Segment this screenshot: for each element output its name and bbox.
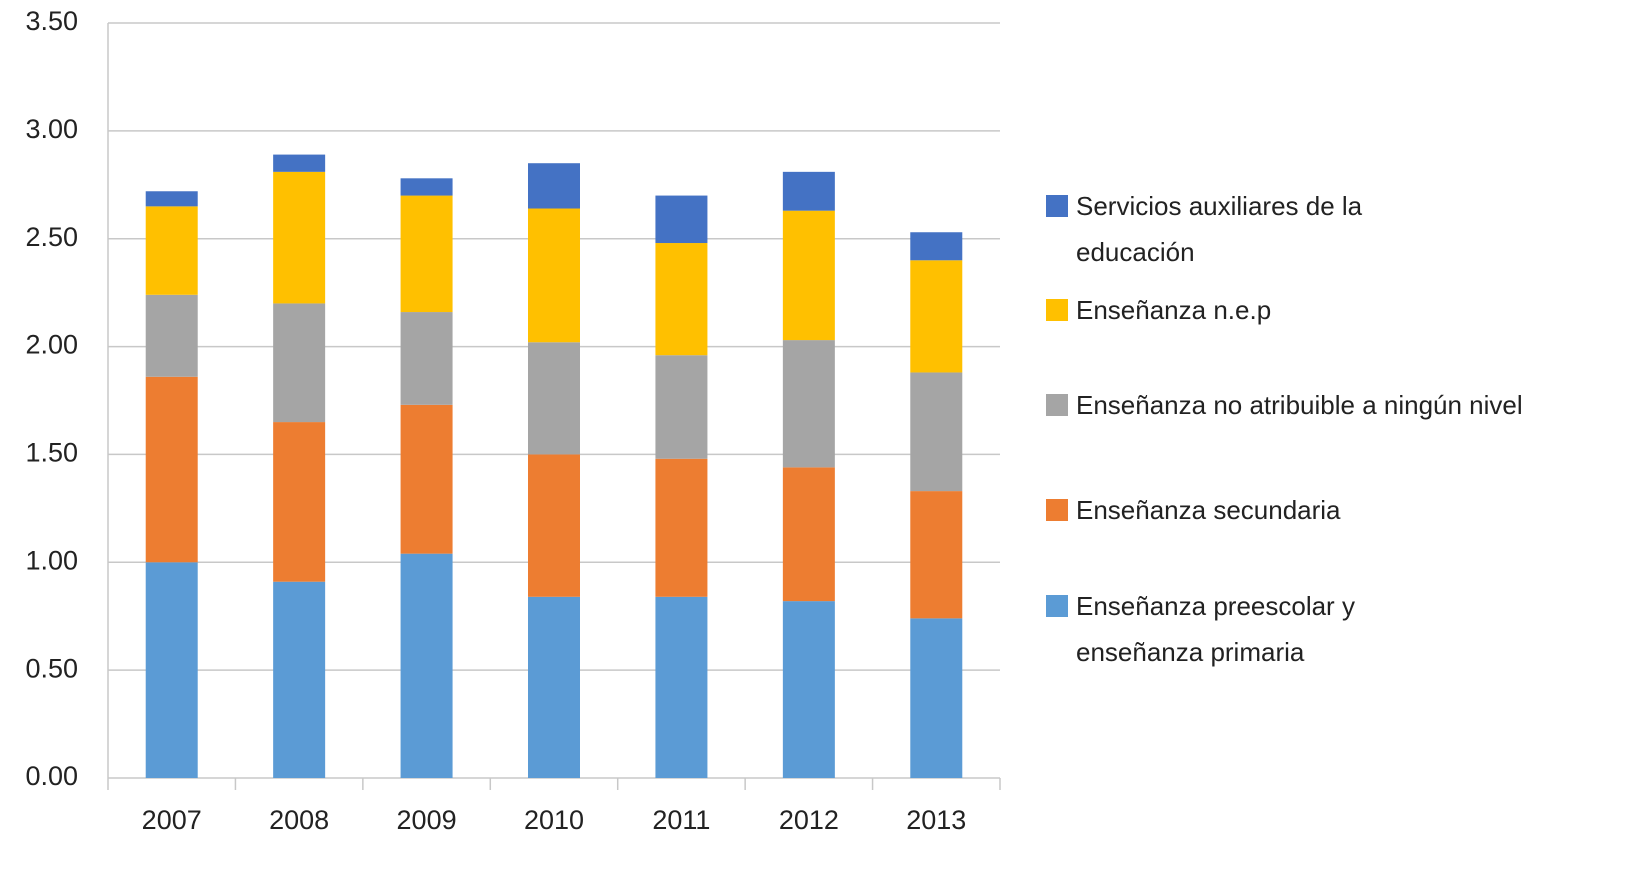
bar-segment [528, 342, 580, 455]
bar-segment [400, 195, 453, 313]
bar-segment [782, 467, 835, 602]
legend-label: Enseñanza secundaria [1076, 495, 1341, 525]
bar-segment [782, 210, 835, 341]
y-tick-label: 2.50 [25, 222, 78, 252]
legend-item: Enseñanza n.e.p [1046, 287, 1446, 333]
bar-segment [528, 596, 580, 778]
bar-segment [910, 232, 963, 261]
legend-item: Enseñanza no atribuible a ningún nivel [1046, 382, 1546, 428]
x-tick-label: 2011 [652, 805, 710, 835]
bar-segment [655, 243, 708, 356]
bar-segment [273, 154, 326, 172]
bar-segment [145, 191, 198, 207]
legend-item: Enseñanza secundaria [1046, 487, 1446, 533]
y-tick-label: 0.50 [25, 653, 78, 683]
bar-segment [782, 340, 835, 468]
bar-segment [273, 303, 326, 423]
bar-segment [528, 454, 580, 597]
y-tick-label: 3.00 [25, 114, 78, 144]
y-tick-label: 1.00 [25, 545, 78, 575]
bar-segment [145, 294, 198, 377]
bar-segment [273, 581, 326, 778]
x-tick-label: 2008 [269, 805, 329, 835]
legend-swatch [1046, 499, 1068, 521]
legend-item: Servicios auxiliares de la educación [1046, 183, 1446, 275]
legend-label: Enseñanza preescolar y enseñanza primari… [1076, 591, 1355, 667]
x-tick-label: 2013 [906, 805, 966, 835]
x-tick-label: 2009 [397, 805, 457, 835]
bar-segment [655, 195, 708, 244]
bar-segment [145, 376, 198, 563]
bar-segment [910, 491, 963, 619]
bar-segment [528, 208, 580, 343]
bar-segment [655, 458, 708, 597]
bar-segment [910, 618, 963, 778]
bar-segment [400, 553, 453, 778]
bar-segment [655, 355, 708, 459]
bar-segment [400, 404, 453, 554]
legend-swatch [1046, 299, 1068, 321]
y-tick-label: 0.00 [25, 761, 78, 791]
bar-segment [782, 171, 835, 211]
legend-item: Enseñanza preescolar y enseñanza primari… [1046, 583, 1446, 675]
bar-segment [273, 171, 326, 304]
bar-segment [145, 206, 198, 295]
bar-segment [655, 596, 708, 778]
bar-segment [273, 422, 326, 582]
legend-swatch [1046, 195, 1068, 217]
bar-segment [910, 372, 963, 492]
x-tick-label: 2012 [779, 805, 839, 835]
bar-segment [400, 178, 453, 196]
bar-segment [782, 601, 835, 778]
y-tick-label: 1.50 [25, 438, 78, 468]
x-tick-label: 2007 [142, 805, 202, 835]
y-tick-label: 2.00 [25, 330, 78, 360]
bar-segment [910, 260, 963, 373]
legend-label: Enseñanza no atribuible a ningún nivel [1076, 390, 1523, 420]
y-tick-label: 3.50 [25, 6, 78, 36]
x-tick-label: 2010 [524, 805, 584, 835]
bar-segment [400, 312, 453, 405]
legend-label: Enseñanza n.e.p [1076, 295, 1272, 325]
bar-segment [145, 562, 198, 778]
bar-segment [528, 163, 580, 209]
legend-swatch [1046, 595, 1068, 617]
legend-label: Servicios auxiliares de la educación [1076, 191, 1363, 267]
legend-swatch [1046, 394, 1068, 416]
